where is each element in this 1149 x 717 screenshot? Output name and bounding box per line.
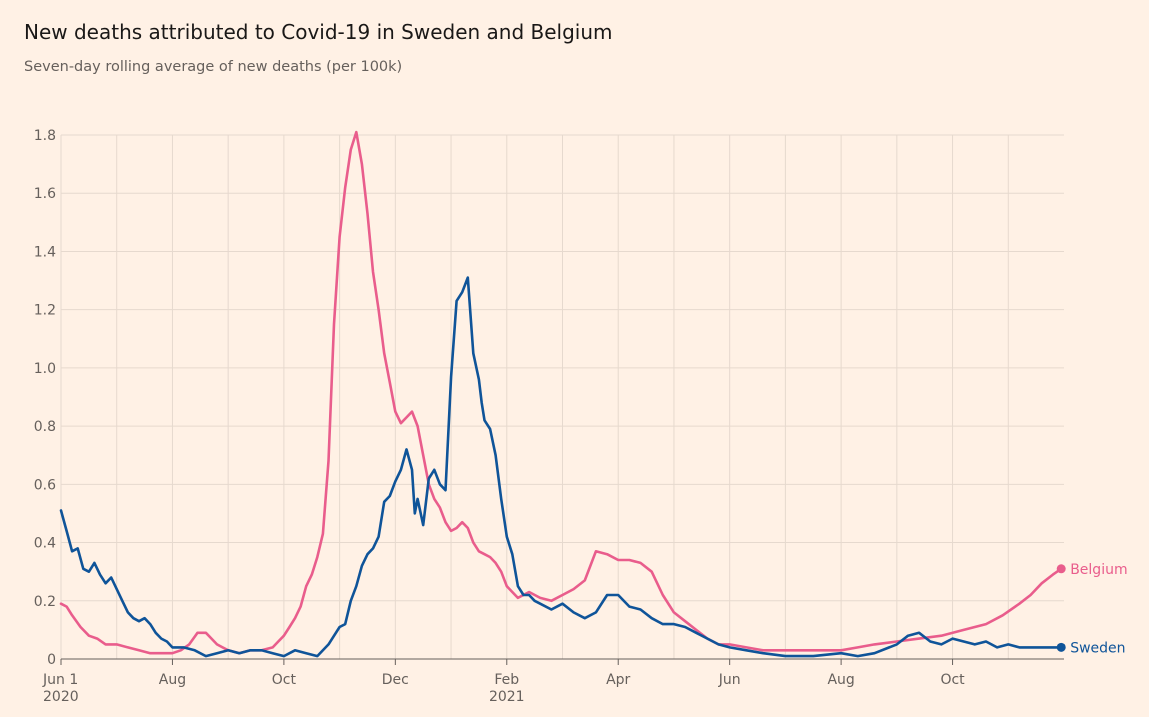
x-tick-label: Feb	[494, 672, 519, 688]
end-labels: Belgium Sweden	[1056, 562, 1128, 656]
series-line-sweden	[59, 276, 1063, 658]
x-tick-label: Dec	[382, 672, 409, 688]
end-marker-belgium	[1056, 564, 1066, 574]
y-tick-label: 1.8	[34, 128, 56, 144]
end-label-belgium: Belgium	[1070, 562, 1127, 578]
x-tick-label: Oct	[272, 672, 297, 688]
y-tick-label: 0.2	[34, 594, 56, 610]
y-tick-label: 0.8	[34, 419, 56, 435]
y-tick-label: 1.4	[34, 244, 56, 260]
x-tick-label: Aug	[827, 672, 854, 688]
x-tick-label: Jun	[718, 672, 741, 688]
x-tick-label: Apr	[606, 672, 630, 688]
gridlines	[60, 134, 1064, 659]
y-tick-label: 0.4	[34, 536, 56, 552]
x-tick-year-label: 2020	[43, 689, 79, 705]
x-tick-label: Aug	[159, 672, 186, 688]
x-tick-label: Jun 1	[42, 672, 78, 688]
series-line-belgium	[59, 130, 1063, 655]
chart-subtitle: Seven-day rolling average of new deaths …	[24, 59, 403, 75]
end-marker-sweden	[1056, 642, 1066, 652]
series-lines	[59, 130, 1063, 658]
y-tick-label: 1.2	[34, 303, 56, 319]
y-tick-label: 1.0	[34, 361, 56, 377]
x-tick-label: Oct	[940, 672, 965, 688]
chart-title: New deaths attributed to Covid-19 in Swe…	[24, 20, 613, 44]
end-label-sweden: Sweden	[1070, 640, 1125, 656]
x-tick-year-label: 2021	[489, 689, 525, 705]
y-tick-label: 0.6	[34, 477, 56, 493]
y-tick-label: 1.6	[34, 186, 56, 202]
y-tick-label: 0	[47, 652, 56, 668]
